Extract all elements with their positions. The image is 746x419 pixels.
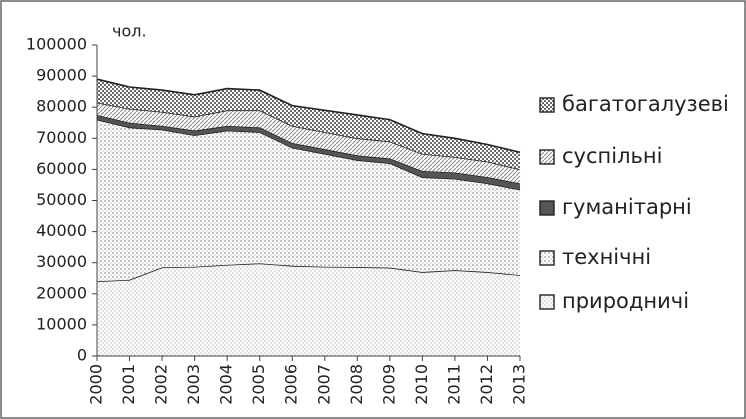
y-tick-label: 100000 xyxy=(26,35,87,54)
area-fill xyxy=(97,79,520,170)
x-tick-label: 2013 xyxy=(510,364,529,405)
x-tick-label: 2000 xyxy=(87,364,106,405)
legend-label: технічні xyxy=(562,245,651,269)
x-tick-label: 2007 xyxy=(314,364,333,405)
area-top xyxy=(96,78,521,154)
legend-label: багатогалузеві xyxy=(562,92,729,116)
x-tick-label: 2002 xyxy=(152,364,171,405)
area-fill xyxy=(97,114,520,190)
legend-label: природничі xyxy=(562,289,689,313)
area-fill xyxy=(97,102,520,184)
legend-swatch xyxy=(539,97,555,113)
y-tick-label: 10000 xyxy=(36,314,87,333)
x-tick-label: 2009 xyxy=(379,364,398,405)
legend-swatch xyxy=(539,250,555,266)
x-tick-label: 2003 xyxy=(184,364,203,405)
x-tick-label: 2006 xyxy=(282,364,301,405)
y-tick-label: 90000 xyxy=(36,66,87,85)
legend-swatch xyxy=(539,294,555,310)
x-tick-label: 2001 xyxy=(119,364,138,405)
x-tick-label: 2010 xyxy=(412,364,431,405)
x-tick-label: 2005 xyxy=(249,364,268,405)
area-fill xyxy=(97,119,520,282)
y-tick-label: 50000 xyxy=(36,190,87,209)
y-tick-label: 70000 xyxy=(36,128,87,147)
area-fill xyxy=(97,263,520,356)
y-tick-label: 20000 xyxy=(36,283,87,302)
legend-label: суспільні xyxy=(562,144,662,168)
legend-swatch xyxy=(539,200,555,216)
y-tick-label: 30000 xyxy=(36,252,87,271)
y-tick-label: 60000 xyxy=(36,159,87,178)
legend-label: гуманітарні xyxy=(562,195,692,219)
legend-swatch xyxy=(539,149,555,165)
y-tick-label: 40000 xyxy=(36,221,87,240)
x-tick-label: 2008 xyxy=(347,364,366,405)
x-tick-label: 2011 xyxy=(444,364,463,405)
y-tick-label: 0 xyxy=(77,346,87,365)
y-axis-label: чол. xyxy=(112,22,147,41)
x-tick-label: 2004 xyxy=(217,364,236,405)
x-tick-label: 2012 xyxy=(477,364,496,405)
y-tick-label: 80000 xyxy=(36,97,87,116)
